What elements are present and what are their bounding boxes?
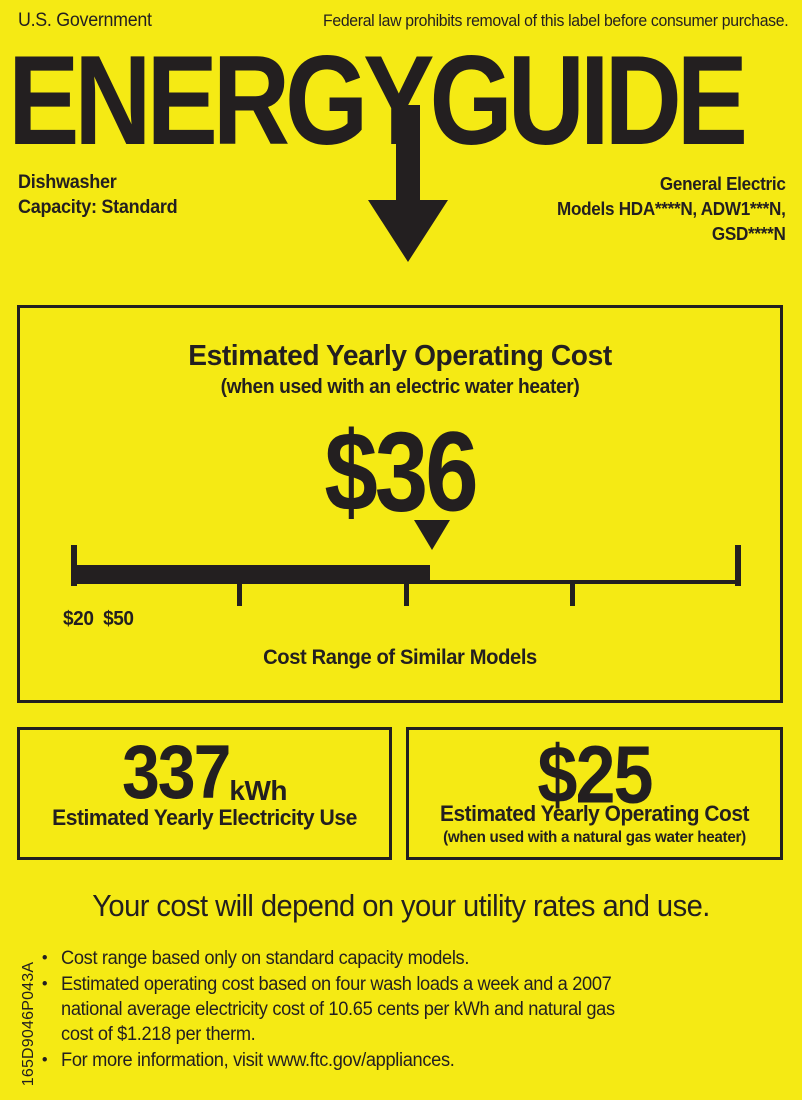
cost-range-tick-3: [570, 580, 575, 606]
brand-info: General Electric Models HDA****N, ADW1**…: [557, 172, 786, 247]
top-notice-row: U.S. Government Federal law prohibits re…: [0, 10, 802, 38]
energyguide-logo: ENERGYGUIDE: [0, 30, 802, 262]
footnotes-list: Cost range based only on standard capaci…: [38, 945, 658, 1074]
gas-operating-cost-caption: Estimated Yearly Operating Cost: [440, 801, 749, 826]
cost-range-fill-bar: [71, 565, 430, 584]
gas-operating-cost-value: $25: [537, 729, 653, 821]
electricity-use-caption: Estimated Yearly Electricity Use: [52, 805, 357, 830]
electricity-use-box: 337kWh Estimated Yearly Electricity Use: [17, 727, 392, 860]
estimated-cost-box: Estimated Yearly Operating Cost (when us…: [17, 305, 783, 703]
cost-range-axis-line: [71, 580, 741, 584]
cost-range-right-endcap: [735, 545, 741, 586]
product-capacity: Capacity: Standard: [18, 197, 178, 218]
cost-range-high-label: $50: [103, 608, 134, 630]
gas-operating-cost-box: $25 Estimated Yearly Operating Cost (whe…: [406, 727, 783, 860]
cost-range-endpoint-labels: $20 $50: [63, 608, 143, 631]
cost-range-tick-1: [237, 580, 242, 606]
cost-disclaimer-tagline: Your cost will depend on your utility ra…: [92, 888, 710, 923]
product-info: Dishwasher Capacity: Standard: [18, 170, 178, 220]
down-arrow-icon-shaft: [396, 105, 420, 211]
product-type: Dishwasher: [18, 172, 117, 193]
us-government-text: U.S. Government: [18, 10, 152, 31]
cost-box-subtitle: (when used with an electric water heater…: [220, 376, 580, 398]
federal-law-notice: Federal law prohibits removal of this la…: [322, 11, 789, 30]
cost-range-low-label: $20: [63, 608, 94, 630]
down-arrow-icon-head: [368, 200, 448, 262]
model-numbers-line-1: Models HDA****N, ADW1***N,: [557, 199, 786, 219]
cost-range-caption: Cost Range of Similar Models: [263, 646, 537, 669]
brand-name: General Electric: [660, 174, 786, 194]
electricity-value-line: 337kWh: [20, 730, 389, 816]
estimated-yearly-cost-value: $36: [324, 408, 478, 536]
model-numbers-line-2: GSD****N: [712, 224, 786, 244]
cost-range-tick-2: [404, 580, 409, 606]
cost-box-title: Estimated Yearly Operating Cost: [188, 340, 612, 372]
energyguide-wordmark: ENERGYGUIDE: [8, 30, 748, 172]
electricity-use-value: 337: [121, 729, 231, 815]
list-item: Cost range based only on standard capaci…: [38, 945, 633, 971]
list-item: For more information, visit www.ftc.gov/…: [38, 1047, 633, 1073]
gas-operating-cost-subcaption: (when used with a natural gas water heat…: [443, 829, 746, 846]
part-number-text: 165D9046P043A: [20, 961, 37, 1087]
cost-range-left-endcap: [71, 545, 77, 586]
list-item: Estimated operating cost based on four w…: [38, 971, 633, 1047]
electricity-use-unit: kWh: [229, 775, 288, 806]
